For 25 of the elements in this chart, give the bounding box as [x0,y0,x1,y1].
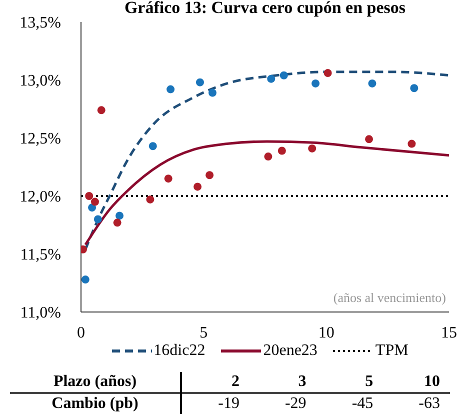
y-tick-label: 12,5% [20,130,61,148]
x-tick-label: 10 [318,324,334,342]
text: -63 [418,394,441,414]
x-tick-label: 5 [200,324,208,342]
text: -45 [350,394,374,414]
annotation: (años al vencimiento) [333,290,446,305]
y-tick-label: 12,0% [20,188,61,206]
legend-label: 20ene23 [263,342,318,360]
text: -29 [284,394,308,414]
text: 3 [297,372,308,392]
chart-title: Gráfico 13: Curva cero cupón en pesos [124,0,406,17]
text: 2 [230,372,240,392]
legend-label: TPM [375,342,408,360]
legend-label: 16dic22 [154,342,206,360]
text: Plazo (años) [10,372,181,393]
x-tick-label: 0 [77,324,85,342]
text: -19 [217,394,240,414]
text: Cambio (pb) [10,393,181,414]
y-tick-label: 13,5% [20,14,61,32]
text: 5 [364,372,374,392]
y-tick-label: 13,0% [20,72,61,90]
y-tick-label: 11,0% [20,304,61,322]
x-tick-label: 15 [441,324,457,342]
text: 10 [423,372,441,392]
y-tick-label: 11,5% [20,246,61,264]
